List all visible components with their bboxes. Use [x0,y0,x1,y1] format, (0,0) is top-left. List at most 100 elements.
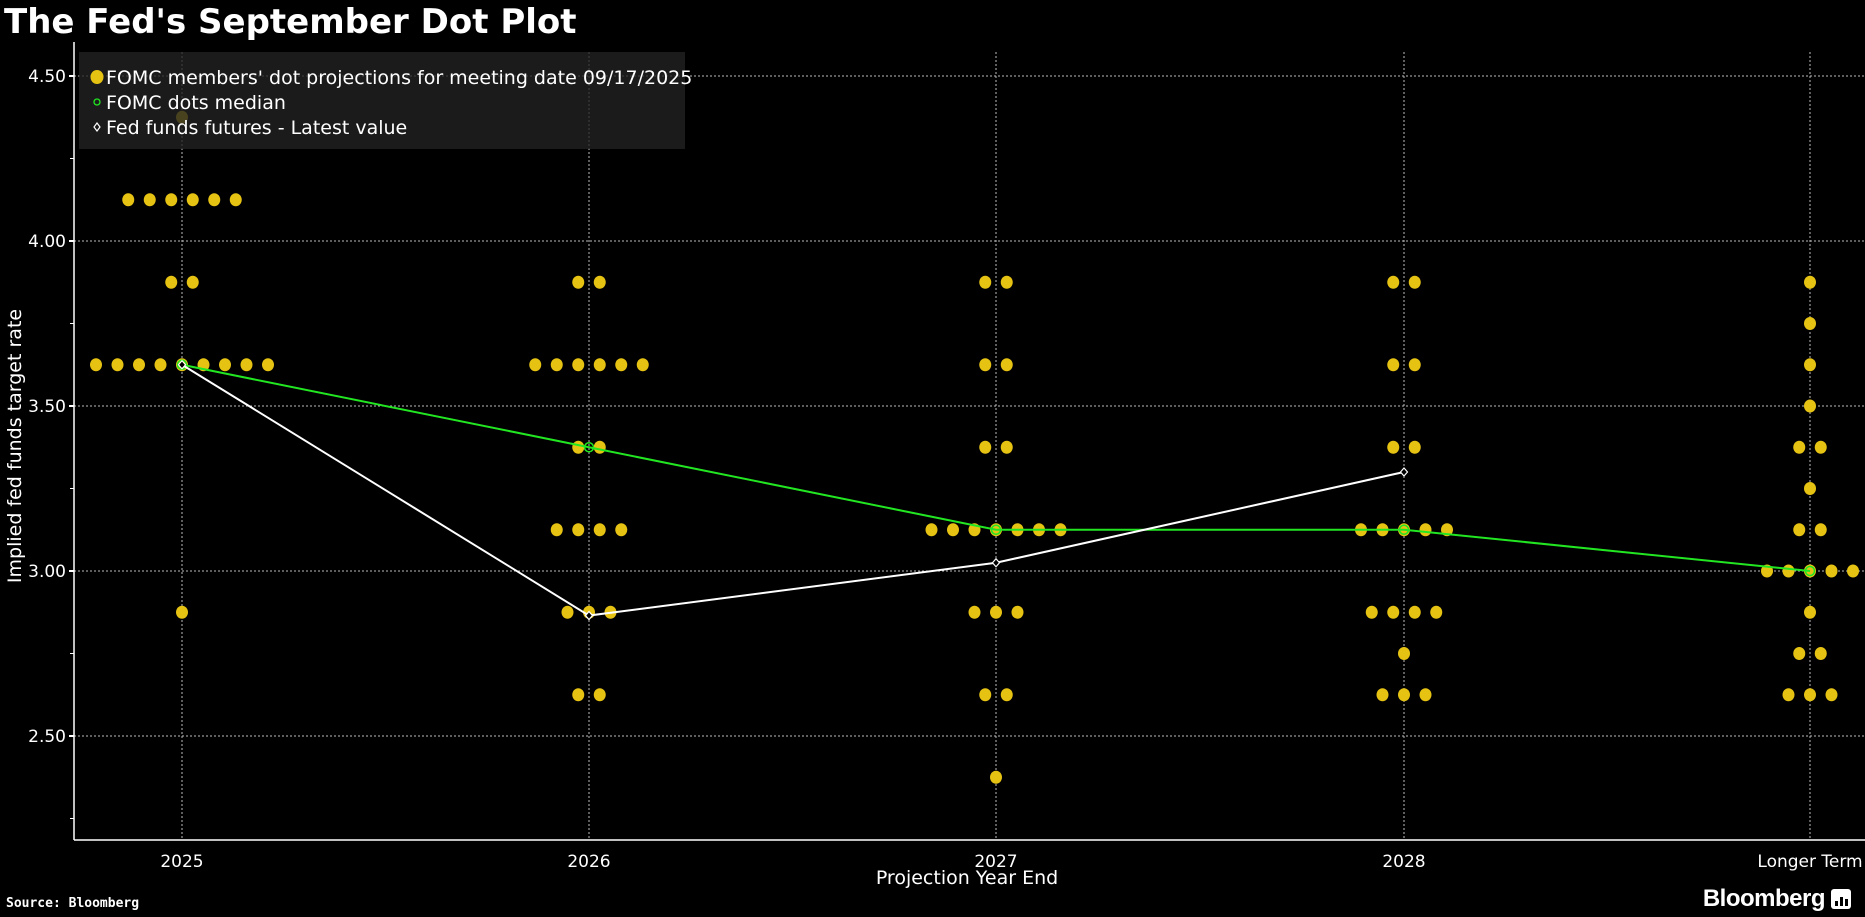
fomc-dot [572,688,585,702]
bloomberg-logo: Bloomberg [1703,885,1851,913]
legend-label: FOMC dots median [106,92,286,114]
fomc-dot [1814,440,1827,454]
x-tick-label: 2028 [1382,852,1425,872]
fomc-dot [968,605,981,619]
fomc-dot [1365,605,1378,619]
fomc-dot [1398,688,1410,702]
fomc-dot [1000,275,1013,289]
fomc-dot [1793,647,1806,660]
y-axis-label: Implied fed funds target rate [4,309,26,583]
fomc-dot [1408,440,1421,454]
fomc-dot [90,358,102,372]
y-tick-label: 2.50 [28,727,66,747]
fomc-dot [1408,358,1421,372]
x-axis-label: Projection Year End [876,867,1058,889]
fomc-dot [154,358,167,372]
fomc-dot [133,358,145,372]
chart-title: The Fed's September Dot Plot [4,2,577,42]
fomc-dot [219,358,231,372]
median-marker [1804,565,1816,577]
x-tick-label: 2025 [160,852,203,872]
y-tick-label: 3.50 [28,397,66,417]
fomc-dot [1814,647,1827,660]
fomc-dot [1847,564,1859,578]
fomc-dot [979,358,992,372]
fomc-dot [1419,688,1432,702]
fomc-dot [1000,358,1013,372]
fomc-dot [925,523,938,537]
fomc-dot [1782,688,1795,702]
fomc-dot [593,275,606,289]
fomc-dot [1387,358,1400,372]
futures-marker [584,610,594,621]
median-marker [990,524,1002,535]
fomc-dot [550,358,563,372]
fomc-dot [186,275,199,289]
x-tick-label: 2027 [974,852,1017,872]
fomc-dot [593,358,606,372]
bar-chart-icon [1831,889,1851,909]
source-note: Source: Bloomberg [6,896,140,911]
legend-background [79,52,685,149]
fomc-dot [572,275,585,289]
fomc-dot [1430,605,1443,619]
fomc-dot [572,358,585,372]
fomc-dot [947,523,959,537]
fomc-dot [1000,688,1013,702]
fomc-dot [561,605,574,619]
fomc-dot [1804,358,1816,372]
fomc-dot [1408,275,1421,289]
legend-label: FOMC members' dot projections for meetin… [106,67,692,89]
y-tick-label: 4.00 [28,232,66,252]
fomc-dot [1419,523,1432,537]
fomc-dot [240,358,253,372]
fomc-dot [550,523,563,537]
fomc-dot [208,193,221,207]
fomc-dot [111,358,124,372]
fomc-dot [979,688,992,702]
fomc-dot [593,440,606,454]
legend-median-icon [93,98,101,106]
fomc-dot [1814,523,1827,537]
fomc-dot [122,193,135,207]
fomc-dot [1387,275,1400,289]
fomc-dot [979,275,992,289]
x-tick-label: Longer Term [1757,852,1862,872]
fomc-dot [1000,440,1013,454]
fomc-dot [1376,688,1389,702]
legend-diamond-icon [93,122,101,132]
brand-name: Bloomberg [1702,885,1826,912]
fomc-dot [1804,275,1816,289]
fomc-dot [615,523,628,537]
fomc-dot [1408,605,1421,619]
fomc-dot [1804,605,1816,619]
fomc-dot [1825,688,1838,702]
fomc-dot [1825,564,1838,578]
fomc-dot [1793,440,1806,454]
futures-marker [1399,467,1409,477]
fomc-dot [1782,564,1795,578]
fomc-dot [165,193,178,207]
fomc-dot [529,358,542,372]
fomc-dot [593,688,606,702]
median-marker [583,442,595,453]
fomc-dot [1398,647,1410,660]
futures-marker [177,359,187,370]
fomc-dot [1793,523,1806,537]
fomc-dot [1011,605,1024,619]
median-marker [1398,524,1410,535]
fomc-dot [990,605,1002,619]
fomc-dot [1804,688,1816,702]
fomc-dot [143,193,156,207]
median-line [181,363,1811,572]
fomc-dot [229,193,242,207]
legend-dot-icon [90,70,104,84]
fomc-dot [1387,440,1400,454]
fomc-dot [262,358,274,372]
futures-line [181,363,1405,617]
fomc-dot [615,358,628,372]
y-tick-label: 3.00 [28,562,66,582]
fomc-dot [636,358,649,372]
fomc-dot [1387,605,1400,619]
